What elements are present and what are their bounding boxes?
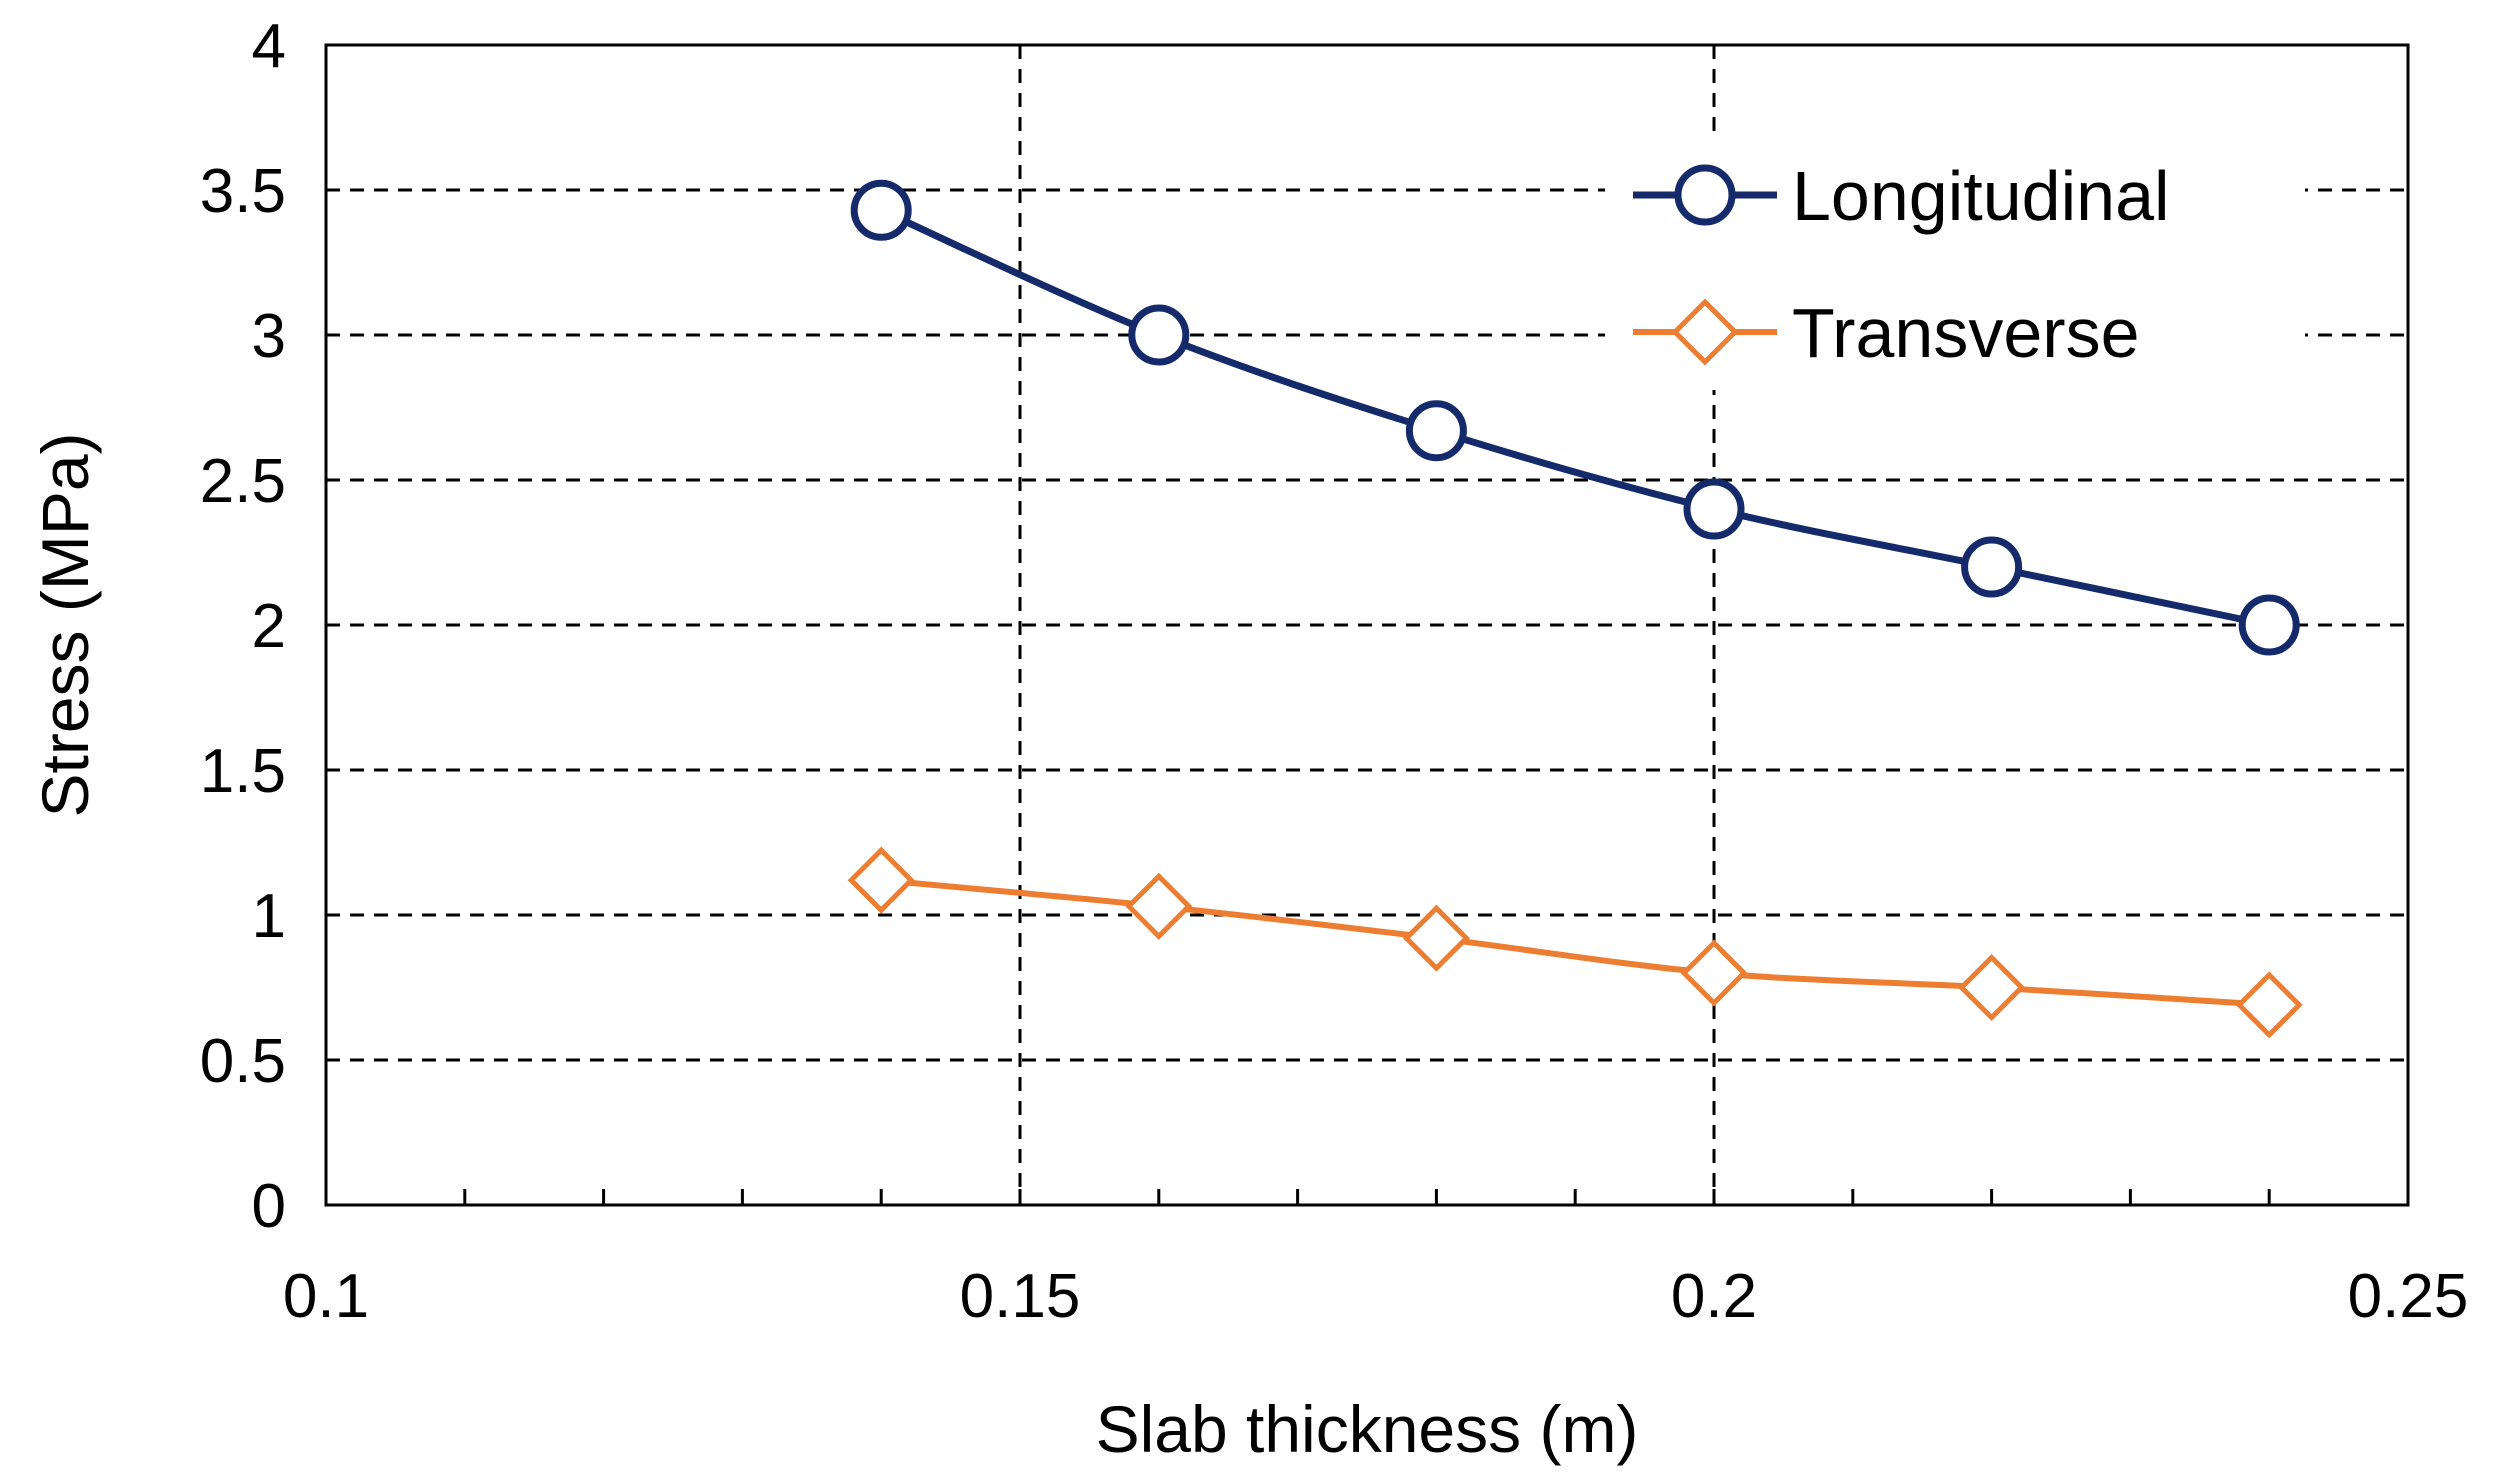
y-tick-label: 4 bbox=[252, 12, 286, 81]
data-point-diamond bbox=[1958, 953, 2026, 1022]
legend-entry: Transverse bbox=[1633, 294, 2140, 372]
x-tick-label: 0.2 bbox=[1671, 1262, 1757, 1331]
legend: Longitudinal Transverse bbox=[1605, 140, 2305, 390]
data-point-circle bbox=[1128, 304, 1190, 366]
data-point-circle bbox=[1405, 400, 1467, 462]
y-tick-label: 2.5 bbox=[200, 447, 286, 516]
plot-area-frame bbox=[324, 43, 2410, 1207]
x-tick-label: 0.15 bbox=[960, 1262, 1081, 1331]
y-tick-label: 1 bbox=[252, 882, 286, 951]
data-point-diamond bbox=[1680, 939, 1748, 1007]
data-point-circle bbox=[850, 179, 912, 241]
legend-marker-diamond bbox=[1671, 298, 1739, 366]
data-point-diamond bbox=[1125, 872, 1193, 940]
x-tick-label: 0.25 bbox=[2348, 1262, 2469, 1331]
legend-marker-circle bbox=[1674, 164, 1736, 226]
series-line bbox=[878, 877, 2273, 1008]
series-transverse bbox=[847, 846, 2303, 1039]
y-tick-label: 0 bbox=[252, 1172, 286, 1241]
data-point-diamond bbox=[2235, 971, 2303, 1039]
series-longitudinal bbox=[850, 179, 2300, 656]
y-tick-label: 0.5 bbox=[200, 1027, 286, 1096]
legend-label: Longitudinal bbox=[1792, 157, 2170, 235]
y-tick-label: 3 bbox=[252, 302, 286, 371]
y-axis-title: Stress (MPa) bbox=[28, 432, 102, 817]
y-tick-label: 2 bbox=[252, 592, 286, 661]
data-series bbox=[847, 179, 2303, 1039]
y-tick-label: 1.5 bbox=[200, 737, 286, 806]
legend-entry: Longitudinal bbox=[1633, 157, 2170, 235]
data-point-circle bbox=[1961, 536, 2023, 598]
data-point-circle bbox=[2238, 594, 2300, 656]
data-point-circle bbox=[1683, 478, 1745, 540]
x-axis-title: Slab thickness (m) bbox=[1096, 1392, 1639, 1466]
data-point-diamond bbox=[847, 846, 915, 914]
y-tick-label: 3.5 bbox=[200, 157, 286, 226]
x-tick-label: 0.1 bbox=[283, 1262, 369, 1331]
tick-labels: 0 0.5 1 1.5 2 2.5 3 3.5 4 0.1 0.15 0.2 0.25 bbox=[200, 12, 2469, 1331]
series-line bbox=[877, 206, 2273, 629]
data-point-diamond bbox=[1402, 904, 1470, 972]
axis-ticks bbox=[463, 1189, 2271, 1205]
legend-label: Transverse bbox=[1792, 294, 2140, 372]
